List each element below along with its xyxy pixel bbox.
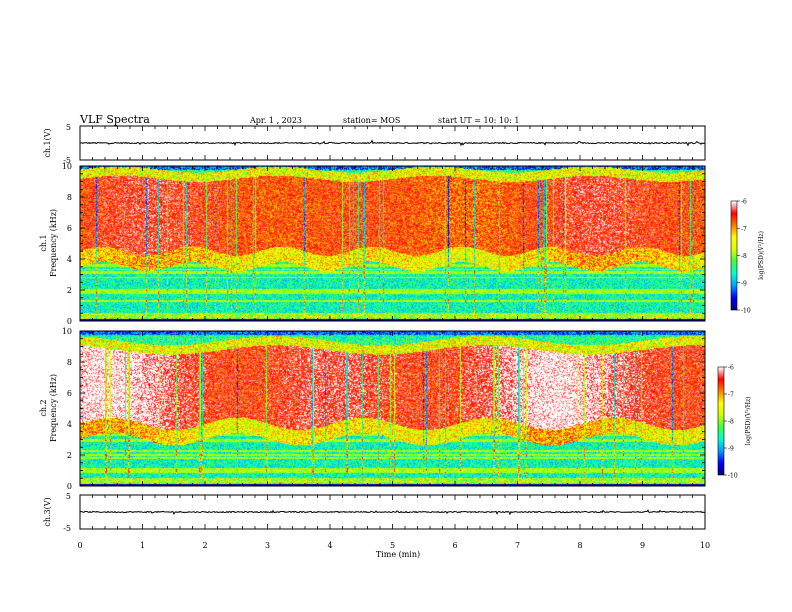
frequency-tick-label: 6 bbox=[67, 224, 72, 233]
time-tick-label: 5 bbox=[390, 541, 395, 550]
ch1-y-tick-bottom: -5 bbox=[63, 156, 71, 165]
ch1-spectrogram-image bbox=[80, 166, 705, 321]
colorbar-tick-label: -9 bbox=[741, 280, 747, 287]
start-time-label: start UT = 10: 10: 1 bbox=[438, 116, 519, 125]
ch1-waveform-panel: 5 -5 ch.1(V) bbox=[43, 123, 706, 165]
ch1-colorbar-tick-labels: -6 -7 -8 -9 -10 bbox=[737, 199, 751, 315]
time-tick-label: 2 bbox=[202, 541, 207, 550]
frequency-tick-label: 2 bbox=[67, 286, 72, 295]
frequency-tick-label: 0 bbox=[67, 317, 72, 326]
colorbar-tick-label: -6 bbox=[728, 365, 734, 372]
ch2-spectrogram-panel: 0 2 4 6 8 10 ch.2 Frequency (kHz) bbox=[39, 327, 706, 491]
frequency-tick-label: 10 bbox=[62, 327, 72, 336]
figure-title: VLF Spectra bbox=[79, 113, 150, 126]
ch3-y-tick-top: 5 bbox=[66, 492, 71, 501]
ch3-y-tick-bottom: -5 bbox=[63, 524, 71, 533]
station-label: station= MOS bbox=[343, 116, 400, 125]
colorbar-tick-label: -8 bbox=[741, 253, 747, 260]
time-tick-label: 9 bbox=[640, 541, 645, 550]
frequency-tick-label: 6 bbox=[67, 389, 72, 398]
frequency-tick-label: 0 bbox=[67, 482, 72, 491]
ch3-waveform-trace bbox=[79, 509, 706, 516]
ch1-waveform-trace bbox=[79, 139, 706, 147]
frequency-tick-label: 8 bbox=[67, 358, 72, 367]
colorbar-tick-label: -10 bbox=[728, 473, 738, 480]
colorbar-tick-label: -6 bbox=[741, 199, 747, 206]
ch2-frequency-tick-labels: 0 2 4 6 8 10 bbox=[62, 327, 72, 491]
frequency-tick-label: 2 bbox=[67, 451, 72, 460]
colorbar-tick-label: -7 bbox=[741, 226, 747, 233]
time-tick-label: 1 bbox=[140, 541, 145, 550]
ch1-frequency-axis-label: Frequency (kHz) bbox=[49, 209, 58, 277]
colorbar-tick-label: -10 bbox=[741, 308, 751, 315]
time-axis-label: Time (min) bbox=[376, 550, 420, 559]
frequency-tick-label: 4 bbox=[67, 255, 72, 264]
ch3-waveform-panel: 5 -5 ch.3(V) bbox=[43, 492, 706, 533]
ch2-channel-label: ch.2 bbox=[39, 399, 48, 416]
ch1-y-tick-top: 5 bbox=[66, 123, 71, 132]
time-tick-label: 8 bbox=[577, 541, 582, 550]
ch2-colorbar-tick-labels: -6 -7 -8 -9 -10 bbox=[724, 365, 738, 480]
ch1-waveform-ticks bbox=[79, 125, 706, 161]
frequency-tick-label: 10 bbox=[62, 162, 72, 171]
colorbar-tick-label: -7 bbox=[728, 392, 734, 399]
ch1-channel-label: ch.1 bbox=[39, 234, 48, 251]
time-tick-label: 10 bbox=[700, 541, 710, 550]
time-tick-label: 7 bbox=[515, 541, 520, 550]
colorbar-tick-label: -9 bbox=[728, 446, 734, 453]
ch1-spectrogram-ticks bbox=[79, 165, 706, 322]
ch1-colorbar: -6 -7 -8 -9 -10 log(PSD)(V²/Hz) bbox=[730, 199, 765, 315]
frequency-tick-label: 4 bbox=[67, 420, 72, 429]
time-tick-label: 4 bbox=[327, 541, 332, 550]
date-label: Apr. 1 , 2023 bbox=[249, 116, 302, 125]
colorbar-tick-label: -8 bbox=[728, 419, 734, 426]
time-tick-label: 0 bbox=[77, 541, 82, 550]
ch2-colorbar-gradient bbox=[718, 367, 724, 475]
ch1-spectrogram-panel: 0 2 4 6 8 10 ch.1 Frequency (kHz) bbox=[39, 162, 706, 326]
ch1-colorbar-label: log(PSD)(V²/Hz) bbox=[758, 231, 765, 280]
ch1-waveform-ylabel: ch.1(V) bbox=[43, 128, 52, 157]
time-tick-label: 6 bbox=[452, 541, 457, 550]
ch2-frequency-axis-label: Frequency (kHz) bbox=[49, 374, 58, 442]
ch2-spectrogram-ticks bbox=[79, 330, 706, 487]
ch3-waveform-ylabel: ch.3(V) bbox=[43, 497, 52, 526]
time-axis-tick-labels: 0 1 2 3 4 5 6 7 8 9 10 bbox=[77, 541, 710, 550]
ch1-colorbar-gradient bbox=[731, 201, 737, 310]
ch2-colorbar: -6 -7 -8 -9 -10 log(PSD)(V²/Hz) bbox=[717, 365, 752, 480]
ch3-waveform-ticks bbox=[79, 494, 706, 530]
ch1-frequency-tick-labels: 0 2 4 6 8 10 bbox=[62, 162, 72, 326]
ch2-spectrogram-image bbox=[80, 331, 705, 486]
time-tick-label: 3 bbox=[265, 541, 270, 550]
ch2-colorbar-label: log(PSD)(V²/Hz) bbox=[745, 397, 752, 446]
frequency-tick-label: 8 bbox=[67, 193, 72, 202]
